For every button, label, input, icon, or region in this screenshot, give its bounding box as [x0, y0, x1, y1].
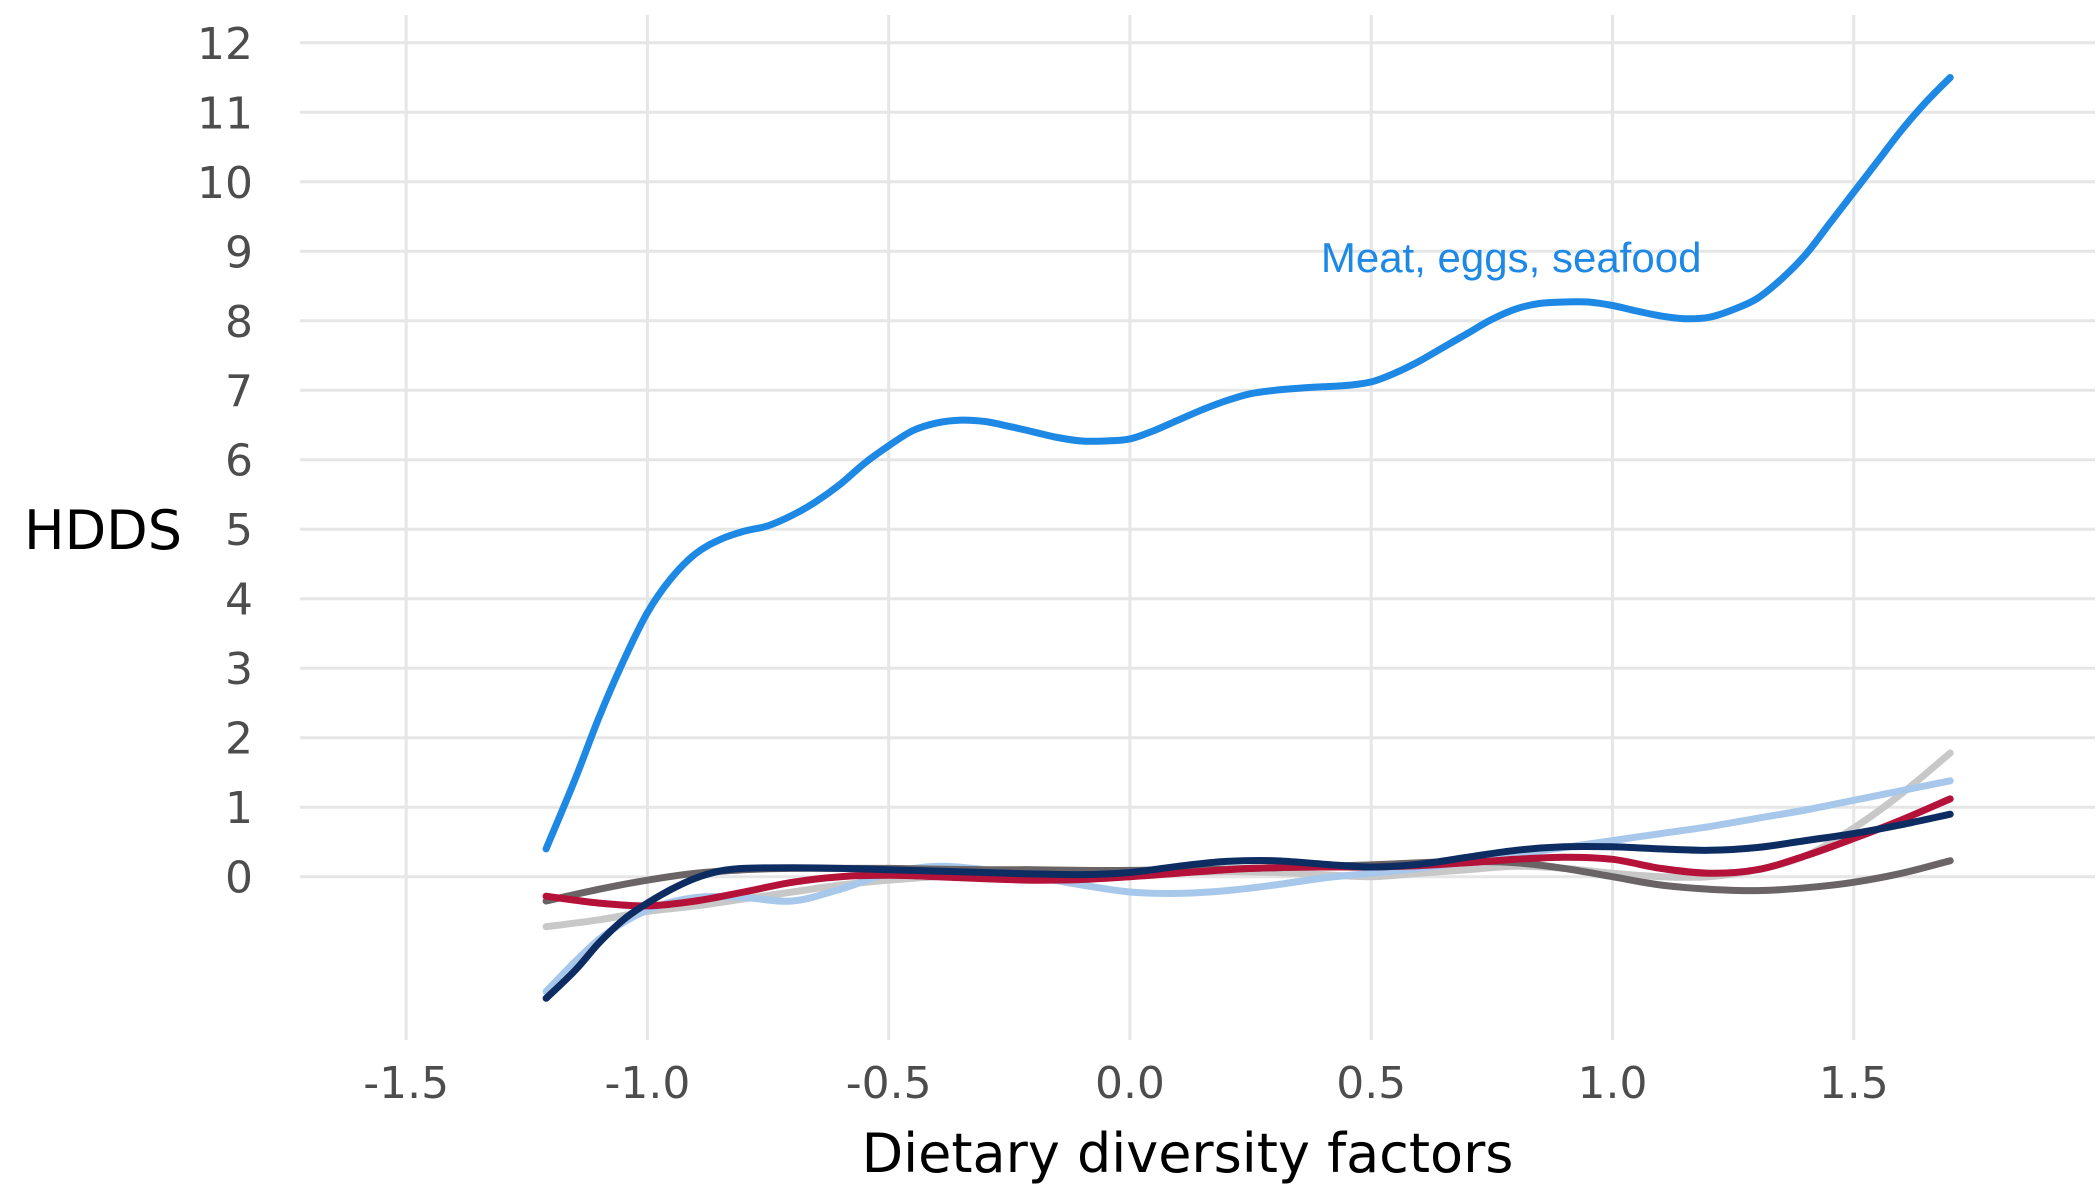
grid [300, 15, 2095, 1040]
y-tick-label: 11 [197, 88, 253, 139]
y-tick-label: 7 [225, 366, 253, 417]
x-tick-label: 0.5 [1336, 1058, 1406, 1109]
y-tick-label: 9 [225, 227, 253, 278]
series-lines [542, 74, 1954, 1002]
series-annotation: Meat, eggs, seafood [1321, 234, 1702, 281]
y-tick-label: 3 [225, 644, 253, 695]
y-tick-label: 4 [225, 575, 253, 626]
y-tick-label: 12 [197, 19, 253, 70]
x-tick-label: -1.5 [363, 1058, 449, 1109]
x-tick-label: 1.5 [1819, 1058, 1889, 1109]
x-tick-label: 1.0 [1577, 1058, 1647, 1109]
y-tick-label: 1 [225, 783, 253, 834]
series-line-0 [542, 74, 1954, 853]
y-tick-label: 6 [225, 436, 253, 487]
x-tick-label: -0.5 [846, 1058, 932, 1109]
series-line-5 [542, 810, 1954, 1002]
series-line-2 [542, 777, 1954, 995]
y-tick-label: 8 [225, 297, 253, 348]
y-tick-label: 2 [225, 714, 253, 765]
y-tick-label: 10 [197, 158, 253, 209]
y-tick-label: 0 [225, 853, 253, 904]
y-axis-title: HDDS [24, 499, 182, 562]
x-tick-label: 0.0 [1095, 1058, 1165, 1109]
series-line-4 [542, 795, 1954, 910]
y-tick-label: 5 [225, 505, 253, 556]
x-axis-title: Dietary diversity factors [862, 1122, 1514, 1185]
x-tick-label: -1.0 [604, 1058, 690, 1109]
